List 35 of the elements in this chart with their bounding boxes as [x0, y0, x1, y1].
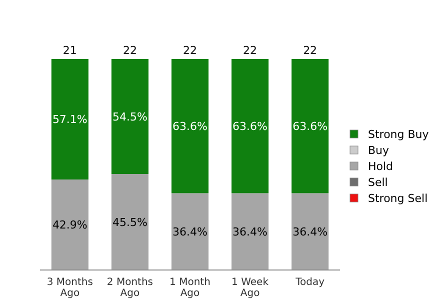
- data-label: 57.1%: [52, 113, 88, 126]
- annotation: 21: [62, 44, 77, 57]
- bar: [292, 193, 329, 270]
- annotation: 22: [183, 44, 197, 57]
- x-tick-label: 3 Months Ago: [46, 277, 93, 299]
- annotation: 22: [122, 44, 137, 57]
- data-label: 36.4%: [292, 226, 328, 239]
- x-tick-label: Today: [294, 277, 325, 288]
- data-label: 63.6%: [232, 120, 268, 134]
- data-label: 54.5%: [112, 110, 148, 124]
- data-label: 36.4%: [172, 226, 208, 239]
- bar: [51, 179, 88, 270]
- data-label: 63.6%: [292, 120, 328, 134]
- bar: [111, 174, 148, 270]
- legend-label: Sell: [368, 176, 388, 189]
- x-tick-label: 2 Months Ago: [106, 277, 154, 299]
- x-tick-label: 1 Week Ago: [232, 277, 269, 299]
- bar: [292, 59, 329, 194]
- bar: [51, 59, 88, 180]
- bar: [232, 193, 269, 270]
- annotation: 22: [243, 44, 258, 57]
- bar: [111, 59, 148, 174]
- data-label: 45.5%: [112, 216, 148, 229]
- bar: [232, 59, 269, 194]
- legend-label: Buy: [368, 144, 390, 157]
- data-label: 42.9%: [52, 218, 88, 232]
- legend-label: Strong Sell: [368, 192, 428, 205]
- x-tick-label: 1 Month Ago: [170, 277, 210, 299]
- legend-label: Hold: [368, 160, 394, 173]
- data-label: 63.6%: [172, 120, 208, 134]
- legend-label: Strong Buy: [368, 128, 430, 141]
- bar: [171, 193, 209, 270]
- annotation: 22: [303, 44, 318, 57]
- data-label: 36.4%: [232, 226, 268, 239]
- bar: [171, 59, 209, 194]
